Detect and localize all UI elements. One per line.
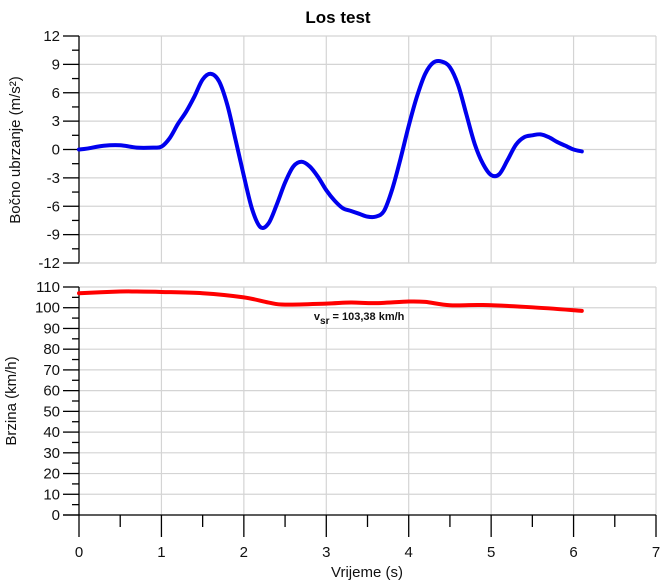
y-tick-label: 90 [43,320,60,337]
x-tick-label: 0 [75,544,83,561]
annotation-prefix: v [314,311,321,323]
y-tick-label: 0 [52,142,60,159]
x-tick-label: 6 [569,544,577,561]
series-line-brzina [77,289,584,313]
y-tick-label: 6 [52,85,60,102]
y-tick-label: 40 [43,424,60,441]
y-tick-label: 30 [43,445,60,462]
x-tick-label: 3 [322,544,330,561]
y-tick-label: -3 [47,170,60,187]
chart-title: Los test [305,8,371,27]
x-tick-label: 5 [487,544,495,561]
y-tick-label: 60 [43,383,60,400]
y-tick-label: -12 [38,255,60,272]
y-tick-label: 100 [35,300,60,317]
y-tick-label: -6 [47,198,60,215]
x-tick-label: 4 [405,544,413,561]
y-tick-label: 110 [36,279,60,296]
y-tick-label: 3 [52,113,60,130]
average-speed-annotation: vsr = 103,38 km/h [314,311,405,327]
y-tick-label: -9 [47,227,60,244]
y-tick-label: 50 [43,403,60,420]
y-tick-label: 9 [52,56,60,73]
x-tick-label: 2 [240,544,248,561]
series-line-bocno-ubrzanje [77,58,584,230]
y-axis-label-speed: Brzina (km/h) [3,356,20,445]
y-axis-label-acceleration: Bočno ubrzanje (m/s²) [7,76,24,224]
annotation-subscript: sr [320,316,330,327]
acceleration-panel: 12 9 6 3 0 -3 -6 -9 -12 [38,28,657,272]
x-axis-label: Vrijeme (s) [331,564,403,580]
y-tick-label: 0 [52,507,60,524]
annotation-text: = 103,38 km/h [329,311,404,323]
x-tick-label: 1 [157,544,165,561]
y-tick-label: 70 [43,362,60,379]
y-tick-label: 12 [43,28,60,45]
y-tick-label: 10 [43,486,60,503]
y-tick-label: 80 [43,341,60,358]
y-tick-label: 20 [43,466,60,483]
x-tick-label: 7 [652,544,660,561]
